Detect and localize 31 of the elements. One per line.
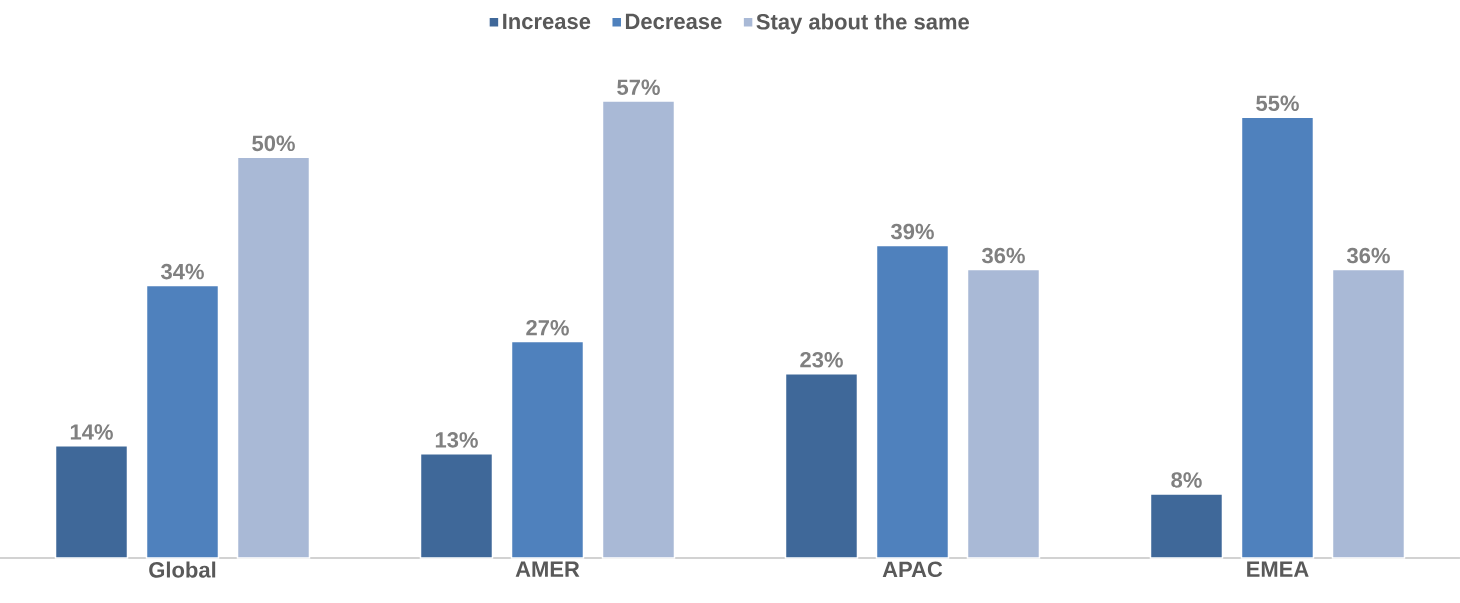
bar (966, 268, 1041, 559)
bar (1149, 493, 1224, 559)
bar (601, 100, 676, 559)
bar (54, 445, 129, 559)
bar (875, 244, 950, 559)
data-label: 36% (981, 247, 1025, 264)
legend-label: Increase (503, 13, 591, 30)
bar (1240, 116, 1315, 559)
data-label: 14% (70, 424, 113, 440)
x-tick-label: APAC (882, 561, 943, 578)
legend-label: Stay about the same (756, 13, 970, 34)
x-tick-label: Global (149, 561, 216, 578)
bar (419, 453, 494, 559)
data-label: 57% (617, 79, 660, 96)
bar (236, 156, 311, 559)
data-label: 39% (890, 223, 934, 240)
data-label: 8% (1171, 472, 1202, 488)
data-label: 27% (526, 319, 569, 336)
bar (510, 340, 585, 559)
bar (1331, 268, 1406, 559)
data-label: 34% (160, 263, 204, 280)
x-tick-label: AMER (515, 561, 580, 577)
data-label: 50% (252, 135, 295, 152)
data-label: 23% (800, 351, 843, 368)
bar (784, 372, 859, 559)
data-label: 55% (1256, 95, 1299, 112)
legend-label: Decrease (625, 13, 722, 30)
data-label: 13% (435, 432, 478, 448)
bar (145, 284, 220, 559)
data-label: 36% (1346, 247, 1390, 264)
x-tick-label: EMEA (1247, 561, 1309, 577)
